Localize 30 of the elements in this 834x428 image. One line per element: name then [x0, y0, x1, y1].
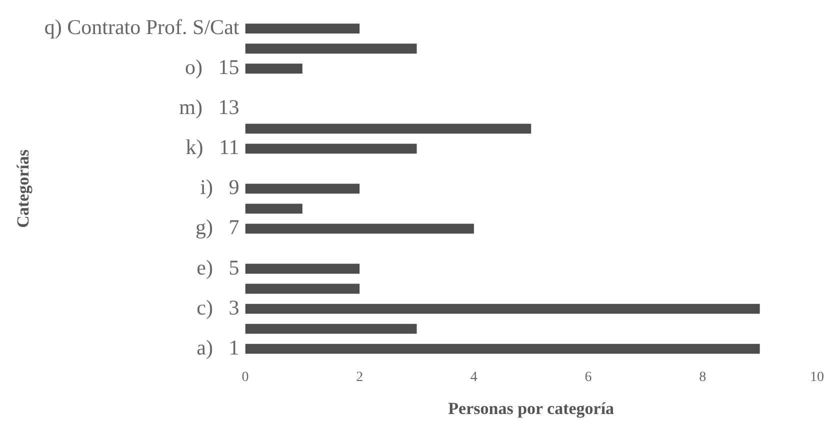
bar	[245, 44, 417, 54]
x-tick-label: 6	[584, 370, 592, 385]
y-tick-label: k) 11	[186, 135, 240, 160]
y-tick-label: o) 15	[184, 55, 240, 80]
bar	[245, 344, 760, 354]
bar	[245, 64, 302, 74]
bar	[245, 124, 532, 134]
x-tick-label: 10	[810, 370, 824, 385]
bar	[245, 184, 360, 194]
y-tick-label: i) 9	[200, 175, 240, 200]
y-tick-label: m) 13	[179, 95, 240, 120]
x-tick-label: 2	[356, 370, 364, 385]
y-tick-label: c) 3	[196, 295, 240, 320]
y-tick-label: a) 1	[196, 335, 240, 360]
bar	[245, 224, 474, 234]
x-tick-label: 0	[242, 370, 249, 385]
bar	[245, 204, 302, 214]
y-axis-title: Categorías	[14, 149, 33, 228]
bar	[245, 304, 760, 314]
x-tick-label: 8	[699, 370, 706, 385]
x-axis-title: Personas por categoría	[448, 399, 615, 418]
x-tick-label: 4	[470, 370, 478, 385]
bar	[245, 144, 417, 154]
bar	[245, 324, 417, 334]
bar	[245, 24, 360, 34]
bar	[245, 264, 360, 274]
bar	[245, 284, 360, 294]
y-tick-label: q) Contrato Prof. S/Cat	[44, 15, 240, 40]
y-tick-label: e) 5	[196, 255, 240, 280]
y-tick-label: g) 7	[195, 215, 240, 240]
